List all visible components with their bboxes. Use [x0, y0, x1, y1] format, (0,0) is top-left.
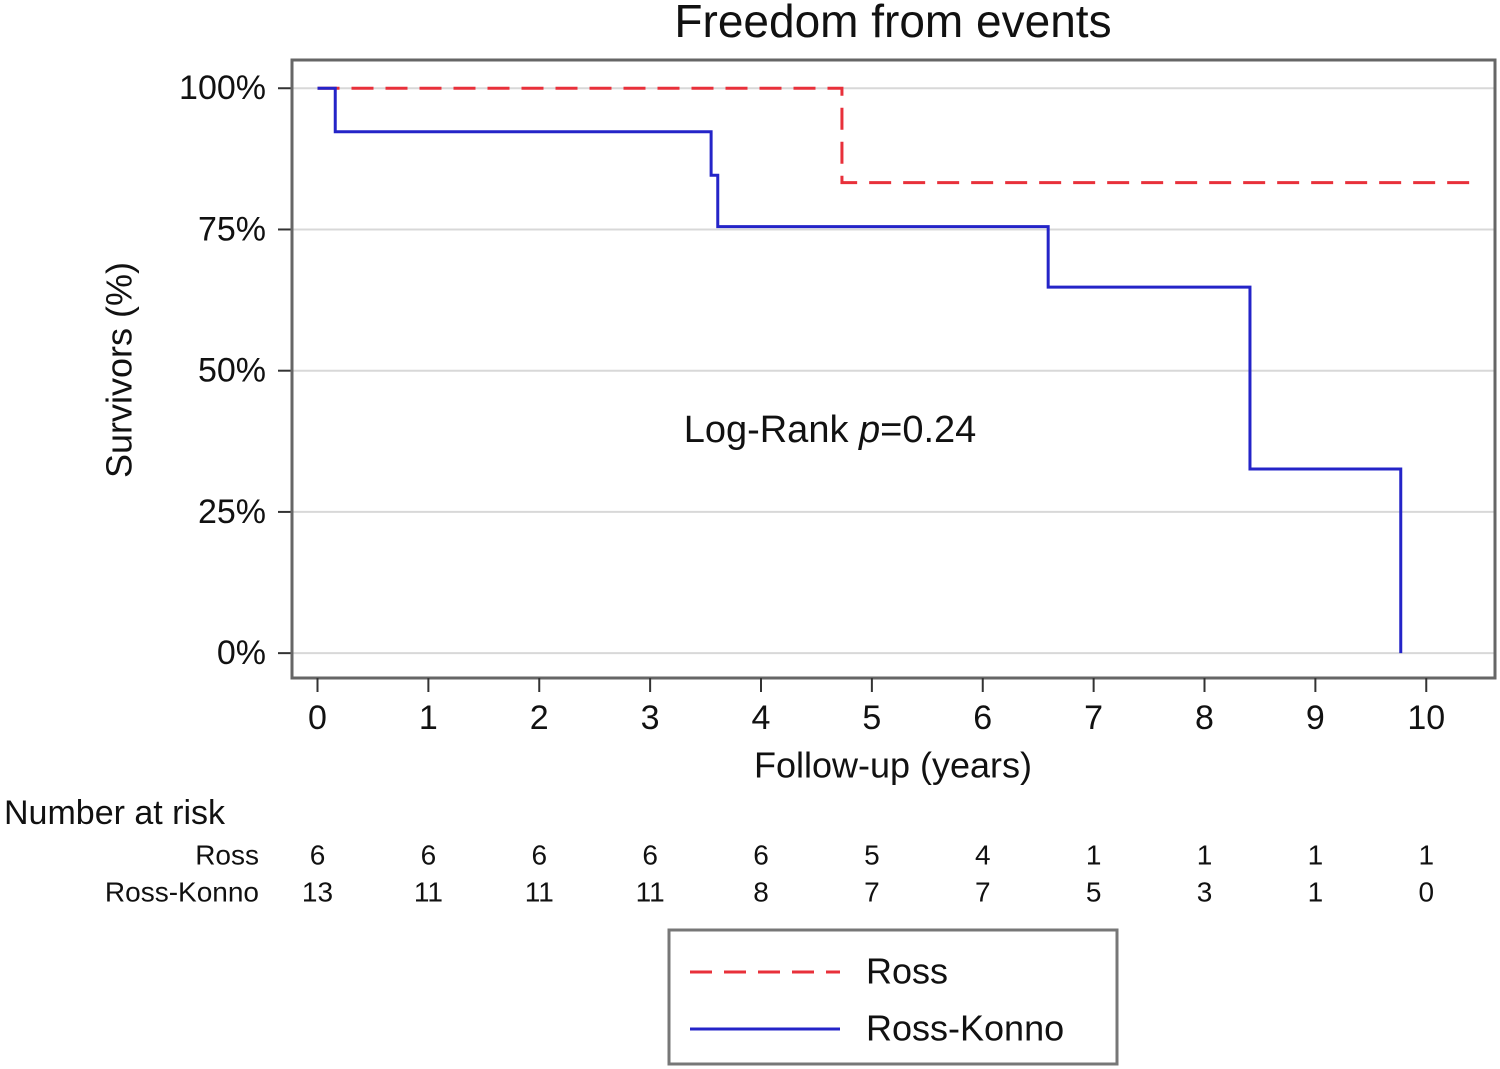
legend-label: Ross: [866, 951, 948, 992]
risk-count: 5: [1086, 876, 1102, 907]
x-tick-label: 2: [530, 699, 549, 737]
annotation-text: Log-Rank: [684, 409, 859, 451]
x-tick-label: 10: [1407, 699, 1445, 737]
risk-row-name: Ross-Konno: [105, 876, 259, 907]
risk-count: 6: [421, 839, 437, 870]
survival-line: [317, 86, 1403, 654]
x-tick-label: 3: [641, 699, 660, 737]
risk-count: 13: [302, 876, 333, 907]
annotation-text: =0.24: [880, 409, 976, 451]
risk-count: 8: [753, 876, 769, 907]
risk-table-title: Number at risk: [4, 794, 226, 832]
x-tick-label: 8: [1195, 699, 1214, 737]
risk-count: 1: [1308, 839, 1324, 870]
x-tick-label: 6: [973, 699, 992, 737]
y-axis-label: Survivors (%): [99, 262, 140, 478]
survival-line: [317, 86, 1471, 185]
risk-row-name: Ross: [195, 839, 259, 870]
y-tick-label: 0%: [217, 634, 266, 672]
y-tick-label: 25%: [198, 493, 266, 531]
annotation: Log-Rank p=0.24: [684, 409, 977, 451]
risk-count: 7: [975, 876, 991, 907]
legend-box: [667, 928, 1119, 1066]
y-tick-label: 50%: [198, 352, 266, 390]
x-tick-label: 5: [862, 699, 881, 737]
x-tick-label: 1: [419, 699, 438, 737]
risk-count: 7: [864, 876, 880, 907]
x-tick-label: 7: [1084, 699, 1103, 737]
legend-label: Ross-Konno: [866, 1008, 1064, 1049]
risk-count: 6: [642, 839, 658, 870]
risk-count: 0: [1418, 876, 1434, 907]
risk-count: 1: [1086, 839, 1102, 870]
x-axis-label: Follow-up (years): [754, 745, 1032, 786]
risk-count: 1: [1308, 876, 1324, 907]
risk-count: 5: [864, 839, 880, 870]
risk-count: 11: [636, 876, 665, 907]
x-tick-label: 0: [308, 699, 327, 737]
risk-count: 1: [1197, 839, 1213, 870]
chart-title: Freedom from events: [674, 0, 1111, 47]
annotation-text: p: [858, 409, 880, 451]
risk-count: 6: [753, 839, 769, 870]
risk-count: 11: [414, 876, 443, 907]
risk-count: 1: [1418, 839, 1434, 870]
risk-count: 3: [1197, 876, 1213, 907]
y-tick-label: 100%: [179, 69, 266, 107]
x-tick-label: 4: [752, 699, 771, 737]
y-tick-label: 75%: [198, 210, 266, 248]
risk-count: 4: [975, 839, 991, 870]
risk-count: 6: [531, 839, 547, 870]
x-tick-label: 9: [1306, 699, 1325, 737]
risk-count: 11: [525, 876, 554, 907]
plot-frame: [290, 58, 1497, 680]
risk-count: 6: [310, 839, 326, 870]
